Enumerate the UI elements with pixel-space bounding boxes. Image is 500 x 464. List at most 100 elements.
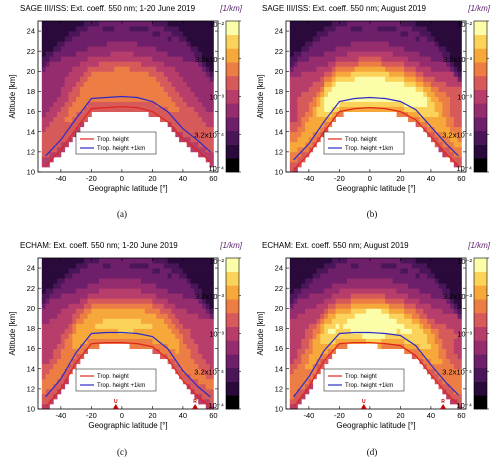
- heatmap-cell: [331, 328, 336, 334]
- heatmap-cell: [457, 51, 462, 57]
- heatmap-cell: [392, 51, 397, 57]
- heatmap-cell: [411, 81, 417, 87]
- heatmap-cell: [354, 56, 359, 62]
- heatmap-cell: [76, 258, 81, 264]
- heatmap-cell: [301, 263, 306, 269]
- legend-entry: Trop. height +1km: [345, 383, 393, 389]
- heatmap-cell: [186, 278, 191, 284]
- colorbar-segment: [226, 75, 239, 90]
- heatmap-cell: [301, 378, 306, 385]
- heatmap-cell: [438, 41, 443, 47]
- heatmap-cell: [427, 51, 432, 57]
- heatmap-cell: [175, 343, 180, 349]
- heatmap-cell: [140, 288, 146, 294]
- heatmap-cell: [83, 86, 88, 92]
- heatmap-cell: [41, 398, 47, 405]
- heatmap-cell: [163, 308, 169, 314]
- heatmap-cell: [144, 288, 149, 294]
- heatmap-cell: [182, 293, 188, 299]
- heatmap-cell: [57, 328, 62, 334]
- heatmap-cell: [369, 21, 375, 27]
- heatmap-cell: [152, 343, 157, 349]
- heatmap-cell: [297, 36, 302, 42]
- heatmap-cell: [194, 388, 199, 395]
- heatmap-cell: [297, 388, 302, 395]
- heatmap-cell: [297, 393, 302, 400]
- y-tick-label: 18: [275, 87, 283, 96]
- heatmap-cell: [316, 313, 321, 319]
- heatmap-cell: [91, 278, 96, 284]
- heatmap-cell: [49, 268, 54, 274]
- heatmap-cell: [175, 51, 180, 57]
- heatmap-cell: [381, 36, 386, 42]
- heatmap-cell: [343, 81, 348, 87]
- heatmap-cell: [408, 258, 413, 264]
- heatmap-cell: [194, 333, 199, 339]
- heatmap-cell: [64, 348, 69, 355]
- x-tick-label: 40: [427, 174, 435, 183]
- heatmap-cell: [385, 343, 390, 349]
- heatmap-cell: [209, 308, 214, 314]
- heatmap-cell: [182, 313, 188, 319]
- heatmap-cell: [297, 328, 302, 334]
- heatmap-cell: [64, 126, 69, 133]
- heatmap-cell: [377, 36, 382, 42]
- heatmap-cell: [72, 263, 77, 269]
- heatmap-cell: [293, 61, 298, 67]
- heatmap-cell: [308, 343, 314, 349]
- heatmap-cell: [347, 41, 352, 47]
- heatmap-cell: [404, 348, 409, 355]
- heatmap-cell: [404, 81, 409, 87]
- heatmap-cell: [308, 141, 314, 148]
- heatmap-cell: [446, 323, 451, 329]
- heatmap-cell: [160, 313, 165, 319]
- heatmap-cell: [137, 101, 142, 107]
- heatmap-cell: [434, 333, 439, 339]
- heatmap-cell: [49, 26, 54, 32]
- heatmap-cell: [419, 268, 424, 274]
- heatmap-cell: [140, 273, 146, 279]
- heatmap-cell: [362, 303, 367, 309]
- heatmap-cell: [64, 338, 69, 344]
- heatmap-cell: [53, 378, 58, 385]
- heatmap-cell: [358, 333, 363, 339]
- heatmap-cell: [76, 116, 81, 123]
- heatmap-cell: [381, 66, 386, 72]
- heatmap-cell: [160, 36, 165, 42]
- heatmap-cell: [350, 21, 356, 27]
- heatmap-cell: [106, 101, 111, 107]
- heatmap-cell: [449, 363, 455, 370]
- heatmap-cell: [373, 86, 378, 92]
- heatmap-cell: [327, 61, 333, 67]
- heatmap-cell: [347, 318, 352, 324]
- heatmap-cell: [60, 363, 66, 370]
- heatmap-cell: [427, 91, 432, 97]
- heatmap-cell: [175, 278, 180, 284]
- heatmap-cell: [419, 81, 424, 87]
- heatmap-cell: [362, 258, 367, 264]
- heatmap-cell: [87, 31, 92, 37]
- heatmap-cell: [186, 41, 191, 47]
- heatmap-cell: [129, 31, 134, 37]
- heatmap-cell: [305, 116, 310, 123]
- heatmap-cell: [190, 328, 195, 334]
- heatmap-cell: [45, 328, 50, 334]
- heatmap-cell: [186, 343, 191, 349]
- heatmap-cell: [152, 76, 157, 82]
- heatmap-cell: [339, 61, 344, 67]
- heatmap-cell: [179, 76, 184, 82]
- heatmap-cell: [182, 51, 188, 57]
- heatmap-cell: [110, 21, 115, 27]
- heatmap-cell: [308, 56, 314, 62]
- heatmap-cell: [411, 71, 417, 77]
- heatmap-cell: [339, 333, 344, 339]
- heatmap-cell: [129, 303, 134, 309]
- heatmap-cell: [408, 91, 413, 97]
- heatmap-cell: [396, 318, 401, 324]
- heatmap-cell: [129, 278, 134, 284]
- heatmap-cell: [45, 111, 50, 118]
- heatmap-cell: [289, 348, 295, 355]
- heatmap-cell: [198, 303, 203, 309]
- heatmap-cell: [434, 106, 439, 112]
- heatmap-cell: [423, 303, 428, 309]
